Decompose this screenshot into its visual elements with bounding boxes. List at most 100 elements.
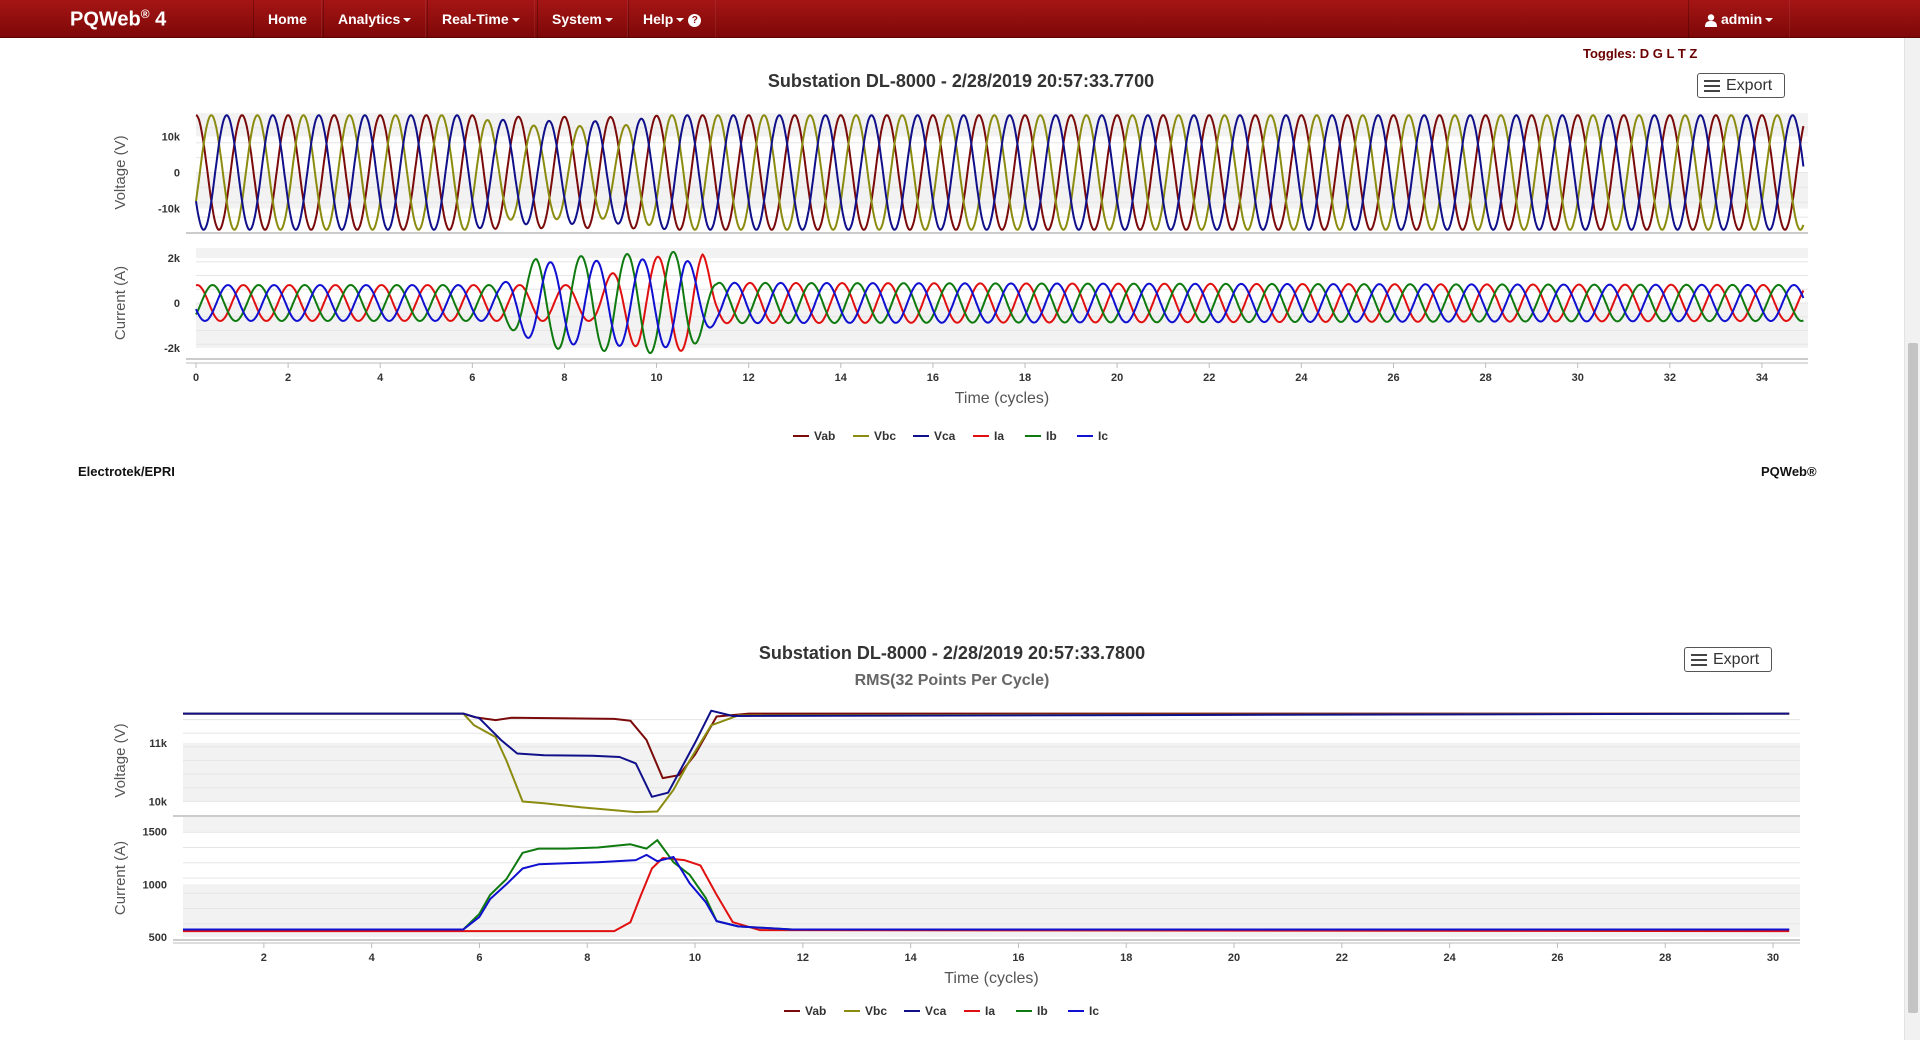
x-tick-label: 20: [1111, 372, 1123, 384]
menu-icon: [1691, 654, 1707, 666]
series-line-vbc: [183, 712, 1790, 814]
chart-legend: Vab Vbc Vca Ia Ib Ic: [784, 1004, 1099, 1018]
chart-title: Substation DL-8000 - 2/28/2019 20:57:33.…: [759, 643, 1145, 663]
series-line-vbc: [195, 114, 1805, 231]
user-icon: [1705, 14, 1717, 27]
x-axis-title: Time (cycles): [955, 390, 1050, 407]
legend-label: Vab: [814, 429, 835, 443]
chevron-down-icon: [1765, 18, 1774, 23]
y-axis-title: Voltage (V): [112, 723, 129, 797]
x-tick-label: 30: [1767, 952, 1779, 964]
nav-system[interactable]: System: [537, 0, 628, 38]
menu-icon: [1704, 80, 1720, 92]
legend-label: Ic: [1089, 1004, 1099, 1018]
x-tick-label: 30: [1572, 372, 1584, 384]
legend-item[interactable]: Vbc: [844, 1004, 887, 1018]
y-tick-label: 0: [174, 168, 180, 180]
x-tick-label: 18: [1019, 372, 1031, 384]
brand-registered-mark: ®: [140, 7, 150, 21]
legend-label: Vab: [805, 1004, 826, 1018]
legend-label: Ia: [994, 429, 1004, 443]
y-axis-title: Current (A): [112, 841, 129, 915]
x-tick-label: 2: [285, 372, 291, 384]
legend-label: Vbc: [865, 1004, 887, 1018]
toggles-label[interactable]: Toggles: D G L T Z: [1583, 46, 1698, 61]
x-tick-label: 12: [743, 372, 755, 384]
x-tick-label: 4: [369, 952, 376, 964]
x-tick-label: 10: [689, 952, 701, 964]
legend-label: Ib: [1037, 1004, 1048, 1018]
chart-legend: Vab Vbc Vca Ia Ib Ic: [793, 429, 1108, 443]
series-line-vab: [195, 114, 1805, 231]
chevron-down-icon: [511, 18, 520, 23]
series-line-ic: [195, 258, 1805, 349]
nav-help-label: Help: [643, 11, 674, 27]
legend-item[interactable]: Ic: [1077, 429, 1108, 443]
legend-item[interactable]: Vca: [913, 429, 956, 443]
series-line-vca: [195, 114, 1805, 231]
legend-label: Vca: [925, 1004, 947, 1018]
legend-item[interactable]: Vbc: [853, 429, 896, 443]
legend-item[interactable]: Vab: [784, 1004, 826, 1018]
plot-band: [183, 817, 1800, 832]
x-tick-label: 18: [1120, 952, 1132, 964]
legend-item[interactable]: Vca: [904, 1004, 947, 1018]
x-tick-label: 16: [1012, 952, 1024, 964]
legend-item[interactable]: Ib: [1025, 429, 1057, 443]
nav-home[interactable]: Home: [253, 0, 322, 38]
x-tick-label: 8: [561, 372, 567, 384]
y-tick-label: 1000: [143, 879, 167, 891]
page-scrollbar[interactable]: [1904, 38, 1920, 1040]
chart-subtitle: RMS(32 Points Per Cycle): [855, 672, 1050, 689]
top-navbar: PQWeb® 4 Home Analytics Real-Time System…: [0, 0, 1920, 38]
x-tick-label: 2: [261, 952, 267, 964]
question-circle-icon: ?: [688, 13, 702, 27]
legend-item[interactable]: Ia: [973, 429, 1004, 443]
x-tick-label: 22: [1203, 372, 1215, 384]
user-menu[interactable]: admin: [1688, 0, 1791, 38]
series-group: [195, 114, 1805, 231]
legend-label: Vbc: [874, 429, 896, 443]
waveform-chart: Substation DL-8000 - 2/28/2019 20:57:33.…: [112, 71, 1808, 443]
y-tick-label: -2k: [164, 343, 181, 355]
series-group: [183, 709, 1790, 814]
x-tick-label: 24: [1444, 952, 1457, 964]
x-tick-label: 28: [1659, 952, 1671, 964]
x-tick-label: 32: [1664, 372, 1676, 384]
y-tick-label: 11k: [149, 738, 168, 750]
chevron-down-icon: [604, 18, 613, 23]
legend-item[interactable]: Vab: [793, 429, 835, 443]
export-label-1: Export: [1726, 77, 1773, 94]
export-button-2[interactable]: Export: [1684, 647, 1772, 672]
x-tick-label: 28: [1479, 372, 1491, 384]
x-tick-label: 12: [797, 952, 809, 964]
nav-real-time-label: Real-Time: [442, 11, 509, 27]
x-tick-label: 16: [927, 372, 939, 384]
y-tick-label: 1500: [143, 827, 167, 839]
legend-item[interactable]: Ib: [1016, 1004, 1048, 1018]
legend-item[interactable]: Ia: [964, 1004, 995, 1018]
export-button-1[interactable]: Export: [1697, 73, 1785, 98]
nav-help[interactable]: Help?: [628, 0, 717, 38]
y-tick-label: 500: [149, 932, 167, 944]
legend-item[interactable]: Ic: [1068, 1004, 1099, 1018]
x-tick-label: 22: [1336, 952, 1348, 964]
chevron-down-icon: [676, 18, 685, 23]
series-group: [183, 839, 1790, 933]
x-tick-label: 26: [1387, 372, 1399, 384]
brand-version: 4: [155, 8, 167, 31]
scrollbar-thumb[interactable]: [1908, 343, 1918, 1013]
nav-real-time[interactable]: Real-Time: [427, 0, 535, 38]
x-tick-label: 26: [1551, 952, 1563, 964]
nav-analytics[interactable]: Analytics: [323, 0, 427, 38]
legend-label: Vca: [934, 429, 956, 443]
rms-chart: Substation DL-8000 - 2/28/2019 20:57:33.…: [112, 643, 1800, 1018]
y-axis-title: Current (A): [112, 266, 129, 340]
brand-logo[interactable]: PQWeb® 4: [70, 7, 166, 32]
plot-band: [183, 742, 1800, 802]
plot-band: [196, 248, 1808, 259]
x-tick-label: 8: [584, 952, 590, 964]
legend-label: Ib: [1046, 429, 1057, 443]
x-tick-label: 4: [377, 372, 384, 384]
x-tick-label: 24: [1295, 372, 1308, 384]
